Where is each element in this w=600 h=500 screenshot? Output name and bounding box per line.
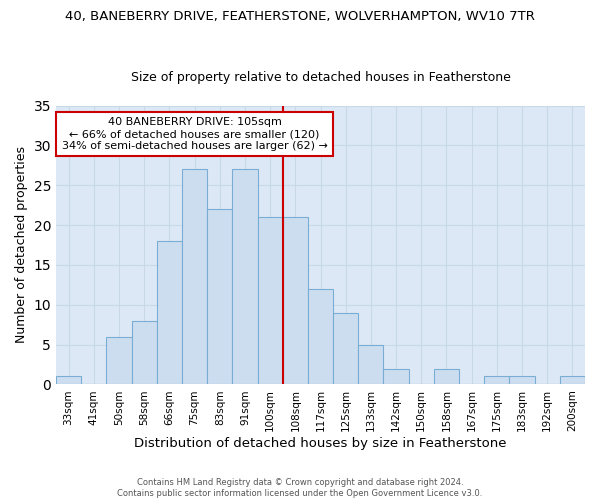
Text: 40, BANEBERRY DRIVE, FEATHERSTONE, WOLVERHAMPTON, WV10 7TR: 40, BANEBERRY DRIVE, FEATHERSTONE, WOLVE… [65, 10, 535, 23]
Bar [358, 344, 383, 385]
Bar [182, 170, 207, 384]
Title: Size of property relative to detached houses in Featherstone: Size of property relative to detached ho… [131, 70, 511, 84]
Bar [308, 289, 333, 384]
Text: 40 BANEBERRY DRIVE: 105sqm
← 66% of detached houses are smaller (120)
34% of sem: 40 BANEBERRY DRIVE: 105sqm ← 66% of deta… [62, 118, 328, 150]
Bar [131, 320, 157, 384]
Bar [232, 170, 257, 384]
X-axis label: Distribution of detached houses by size in Featherstone: Distribution of detached houses by size … [134, 437, 507, 450]
Bar [484, 376, 509, 384]
Bar [560, 376, 585, 384]
Bar [283, 217, 308, 384]
Y-axis label: Number of detached properties: Number of detached properties [15, 146, 28, 344]
Bar [257, 217, 283, 384]
Bar [106, 336, 131, 384]
Bar [383, 368, 409, 384]
Bar [56, 376, 81, 384]
Bar [157, 241, 182, 384]
Bar [509, 376, 535, 384]
Text: Contains HM Land Registry data © Crown copyright and database right 2024.
Contai: Contains HM Land Registry data © Crown c… [118, 478, 482, 498]
Bar [434, 368, 459, 384]
Bar [207, 209, 232, 384]
Bar [333, 312, 358, 384]
